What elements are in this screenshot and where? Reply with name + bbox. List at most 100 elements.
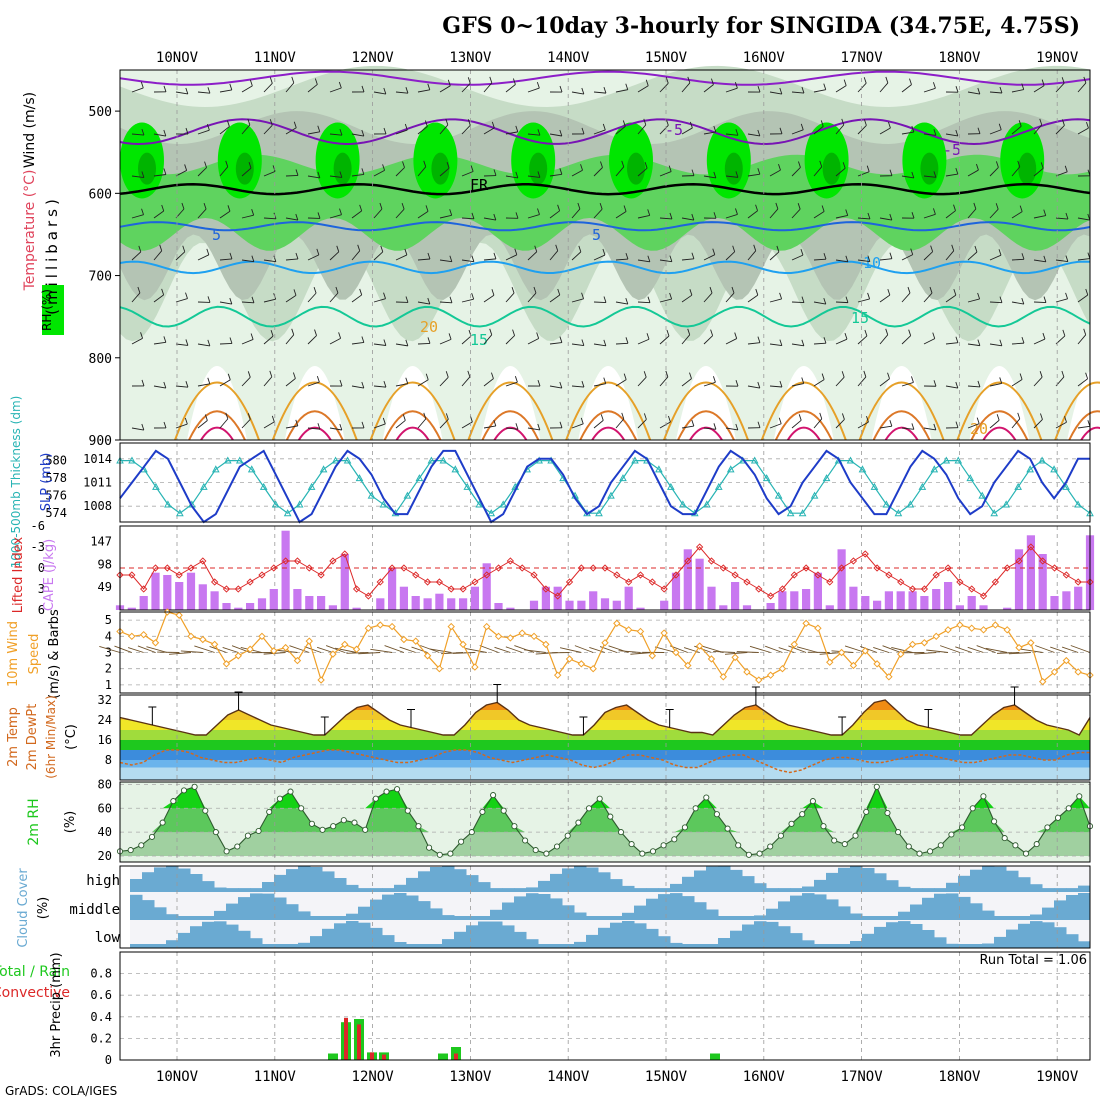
- wind-barb-flag: [669, 255, 673, 262]
- wind-barb-flag: [446, 162, 450, 169]
- wind-barb-flag: [1064, 165, 1068, 172]
- dry-dome: [676, 366, 736, 440]
- thickness-point: [846, 456, 855, 464]
- li-point: [329, 557, 337, 565]
- wind-speed-point: [790, 640, 798, 649]
- wind-barb-flag: [1041, 79, 1045, 86]
- date-label-top: 15NOV: [645, 50, 688, 66]
- date-label-top: 16NOV: [743, 50, 786, 66]
- contour-label: 5: [212, 226, 221, 244]
- cloud-cell: [946, 882, 959, 892]
- contour-label: FR: [470, 176, 489, 194]
- rh2m-point: [127, 847, 134, 854]
- thickness-point: [631, 456, 639, 464]
- wind-barb-flag: [251, 209, 255, 216]
- wind-barb: [791, 343, 804, 347]
- cape-bar: [388, 568, 397, 610]
- wind-barb-flag: [291, 328, 295, 335]
- wind-barb: [703, 131, 716, 135]
- wind-barb-flag: [755, 204, 758, 211]
- rh2m-point: [383, 788, 390, 795]
- cloud-cell: [514, 931, 527, 948]
- cloud-cell: [142, 872, 155, 892]
- wind-barb-flag: [1085, 288, 1089, 296]
- thickness-point: [451, 465, 460, 473]
- wind-barb: [1077, 82, 1087, 93]
- li-point: [435, 578, 444, 586]
- cloud-cell: [358, 922, 371, 948]
- wind-barb-flag: [1040, 162, 1044, 169]
- dry-dome: [871, 366, 932, 440]
- wind-barb: [923, 133, 936, 136]
- cloud-cell: [802, 886, 815, 892]
- cape-tick-label: 49: [98, 580, 112, 594]
- li-point: [423, 578, 432, 586]
- cloud-cell: [646, 928, 659, 948]
- wind-barb-flag: [404, 248, 408, 256]
- wind-barb-flag: [933, 171, 937, 178]
- li-point: [281, 557, 290, 565]
- wind-barb-flag: [577, 202, 581, 210]
- rh2m-point: [394, 786, 401, 793]
- wind-barb: [681, 217, 694, 221]
- rh2m-point: [1001, 835, 1008, 842]
- precip-total-bar: [710, 1053, 720, 1060]
- wind-barb: [131, 87, 144, 93]
- precip-total-label: Total / Rain: [0, 964, 70, 980]
- wind-barb-flag: [603, 86, 607, 94]
- wind-barb-flag: [797, 203, 801, 210]
- isotherm-15: [119, 305, 1091, 328]
- cape-bar: [967, 596, 976, 610]
- cloud-cell: [346, 884, 359, 892]
- rh2m-point: [820, 823, 827, 830]
- thickness-point: [810, 491, 819, 499]
- wind-barb: [659, 259, 672, 263]
- cloud-cell: [646, 888, 659, 892]
- cloud-cell: [850, 913, 863, 920]
- cloud-cell: [214, 910, 227, 920]
- li-point: [352, 585, 361, 593]
- wind-barb: [131, 427, 144, 431]
- wind-barb: [351, 210, 362, 219]
- cloud-cell: [298, 942, 311, 948]
- wind-barb-flag: [929, 286, 933, 294]
- bottom-date-axis: 10NOV 11NOV 12NOV 13NOV 14NOV 15NOV 16NOV 17NOV…: [156, 1069, 1079, 1085]
- wind-barb-flag: [225, 160, 229, 167]
- cloud-cell: [298, 866, 311, 892]
- cloud-cell: [658, 894, 671, 920]
- wind-barb-flag: [867, 292, 871, 300]
- cloud-cell: [754, 921, 767, 948]
- date-label-bottom: 19NOV: [1036, 1069, 1079, 1085]
- wind-barb-flag: [1086, 121, 1089, 129]
- wind-barb: [1033, 301, 1047, 304]
- wind-speed-point: [400, 635, 408, 644]
- wind-barb: [593, 167, 603, 177]
- wind-speed-point: [305, 637, 313, 645]
- wind-speed-point: [589, 664, 597, 673]
- wind-barb: [175, 170, 187, 177]
- wind-barb: [945, 133, 958, 137]
- li-point: [1062, 571, 1070, 579]
- wind-barb: [329, 133, 342, 136]
- wind-barb-flag: [336, 245, 340, 252]
- wind-barb-flag: [933, 208, 936, 215]
- wind-barb: [285, 174, 299, 177]
- wind-barb: [395, 383, 408, 387]
- wind-tick-label: 1: [105, 678, 112, 692]
- wind-barb: [1011, 342, 1025, 345]
- cloud-cell: [310, 867, 323, 892]
- cloud-cell: [130, 879, 143, 892]
- wind-barb-flag: [908, 329, 912, 336]
- wind-barb: [219, 418, 229, 429]
- rh2m-point: [671, 836, 678, 843]
- wind-barb: [527, 133, 540, 136]
- wind-barb: [1033, 85, 1045, 93]
- wind-barb: [791, 254, 804, 261]
- wind-barb-flag: [359, 288, 363, 296]
- wind-barb-flag: [207, 296, 211, 303]
- rh-core-patch: [724, 152, 743, 185]
- cloud-cell: [598, 916, 611, 920]
- surface-wind-barb: [713, 651, 736, 653]
- isotherm-20: [956, 381, 1043, 441]
- wind-barb: [1077, 378, 1088, 387]
